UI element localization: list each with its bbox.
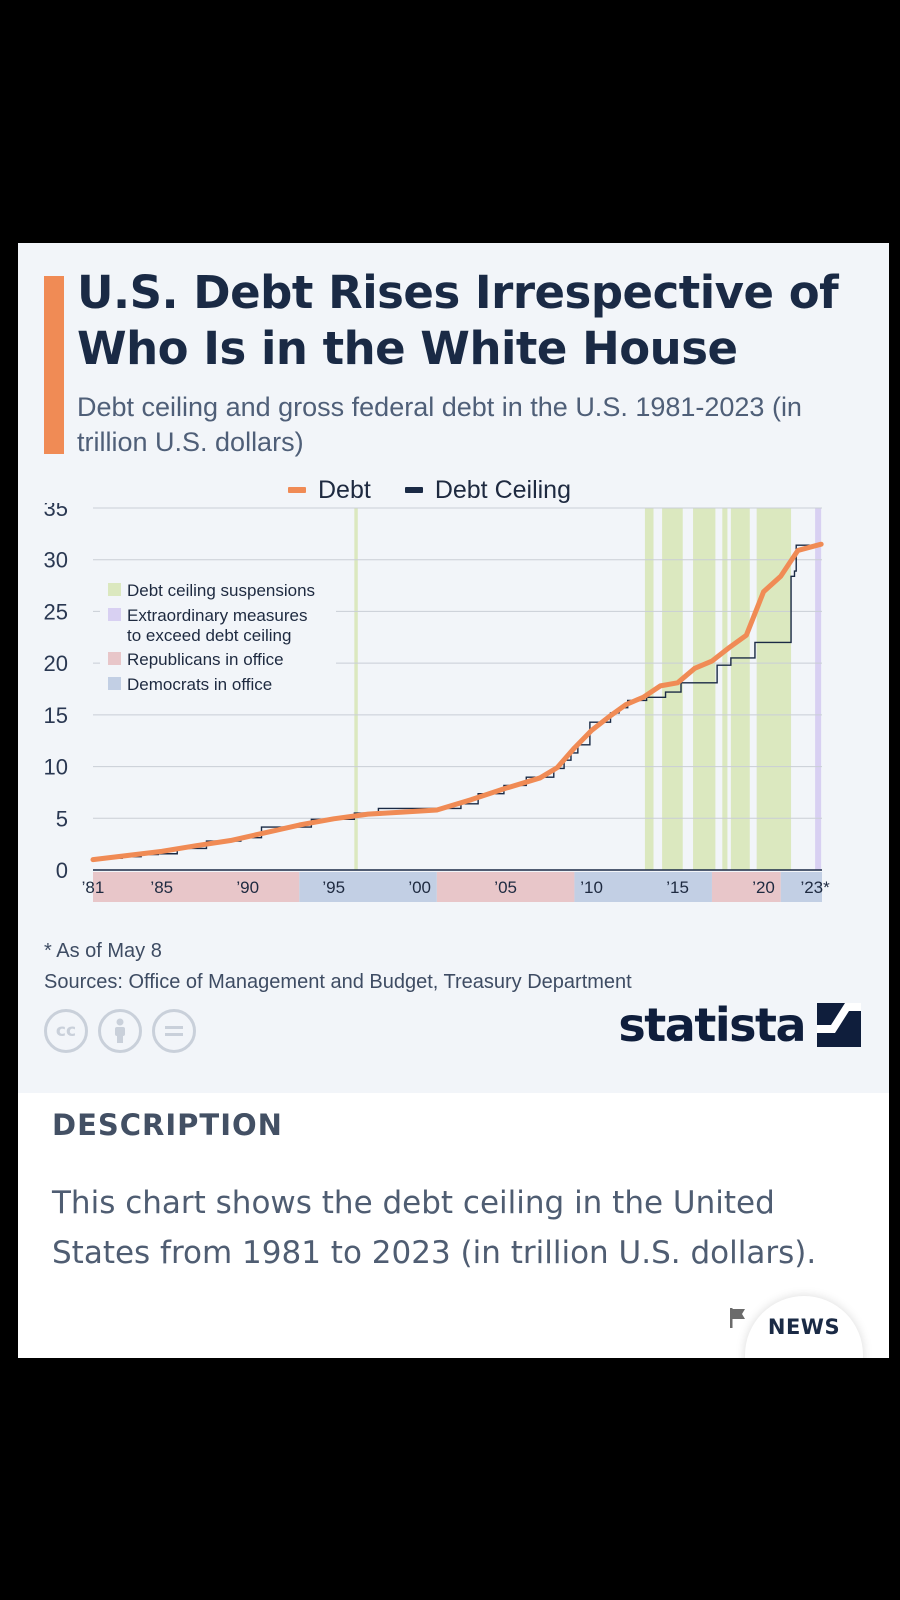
flag-icon[interactable]	[728, 1306, 748, 1330]
inner-legend-swatch-extraordinary	[108, 608, 121, 621]
x-tick-label: ’10	[580, 878, 603, 897]
x-tick-label: ’81	[82, 878, 105, 897]
chart-subtitle: Debt ceiling and gross federal debt in t…	[77, 392, 802, 457]
inner-legend-label-extraordinary: to exceed debt ceiling	[127, 626, 291, 645]
x-tick-label: ’00	[408, 878, 431, 897]
statista-mark-icon	[817, 1003, 861, 1047]
inner-legend-swatch-republicans	[108, 652, 121, 665]
suspension-band	[644, 508, 654, 870]
inner-legend-label-extraordinary: Extraordinary measures	[127, 606, 307, 625]
x-tick-label: ’90	[236, 878, 259, 897]
administration-republican	[436, 872, 575, 902]
inner-legend-label-democrats: Democrats in office	[127, 675, 272, 694]
description-heading: DESCRIPTION	[52, 1108, 283, 1142]
x-tick-label: ’20	[752, 878, 775, 897]
chart-title: U.S. Debt Rises Irrespective of Who Is i…	[77, 266, 839, 375]
y-tick-label: 0	[56, 858, 68, 883]
inner-legend-swatch-suspensions	[108, 583, 121, 596]
inner-legend-label-suspensions: Debt ceiling suspensions	[127, 581, 315, 600]
x-tick-label: ’85	[150, 878, 173, 897]
legend-swatch-debt	[288, 487, 306, 493]
brand-name: statista	[618, 998, 806, 1052]
y-tick-label: 25	[44, 599, 68, 624]
suspension-band	[662, 508, 683, 870]
y-tick-label: 10	[44, 755, 68, 780]
administration-democrat	[780, 872, 822, 902]
y-tick-label: 20	[44, 651, 68, 676]
suspension-band	[756, 508, 792, 870]
infographic[interactable]: U.S. Debt Rises Irrespective of Who Is i…	[18, 243, 889, 1093]
y-tick-label: 35	[44, 503, 68, 521]
news-button-label: NEWS	[767, 1315, 841, 1339]
no-derivatives-icon[interactable]	[152, 1009, 196, 1053]
extraordinary-measures-band	[815, 508, 822, 870]
statista-logo[interactable]: statista	[618, 998, 861, 1052]
suspension-band	[730, 508, 750, 870]
license-icons: cc	[44, 1009, 206, 1053]
inner-legend-swatch-democrats	[108, 677, 121, 690]
x-tick-label: ’05	[494, 878, 517, 897]
legend-item-debt: Debt	[288, 476, 371, 505]
legend-label-debt: Debt	[318, 475, 371, 504]
legend-item-debt-ceiling: Debt Ceiling	[404, 475, 571, 505]
news-button[interactable]: NEWS	[745, 1296, 863, 1358]
footnote: * As of May 8	[44, 940, 162, 962]
legend-swatch-debt-ceiling	[404, 487, 423, 493]
inner-legend-label-republicans: Republicans in office	[127, 650, 284, 669]
y-tick-label: 30	[44, 548, 68, 573]
debt-chart: 0 5 10 15 20 25 30 35 Debt ceiling suspensions Ex…	[44, 503, 830, 902]
inner-legend-bg	[100, 575, 336, 702]
legend-label-debt-ceiling: Debt Ceiling	[434, 475, 571, 504]
debt-line	[90, 541, 824, 863]
administration-democrat	[574, 872, 712, 902]
content-card: U.S. Debt Rises Irrespective of Who Is i…	[18, 243, 889, 1358]
administration-democrat	[299, 872, 437, 902]
x-tick-label: ’15	[666, 878, 689, 897]
suspension-band	[722, 508, 728, 870]
x-tick-label: ’95	[322, 878, 345, 897]
suspension-band	[693, 508, 716, 870]
attribution-icon[interactable]	[98, 1009, 142, 1053]
administration-republican	[93, 872, 300, 902]
administration-republican	[711, 872, 781, 902]
cc-icon[interactable]: cc	[44, 1009, 88, 1053]
suspension-band	[354, 508, 358, 870]
y-tick-label: 5	[56, 806, 68, 831]
description-text: This chart shows the debt ceiling in the…	[52, 1185, 817, 1271]
y-tick-label: 15	[44, 703, 68, 728]
x-tick-label: ’23*	[800, 878, 830, 897]
series-legend: Debt Debt Ceiling	[288, 475, 605, 505]
sources[interactable]: Sources: Office of Management and Budget…	[44, 971, 632, 993]
title-accent-bar	[44, 276, 64, 454]
